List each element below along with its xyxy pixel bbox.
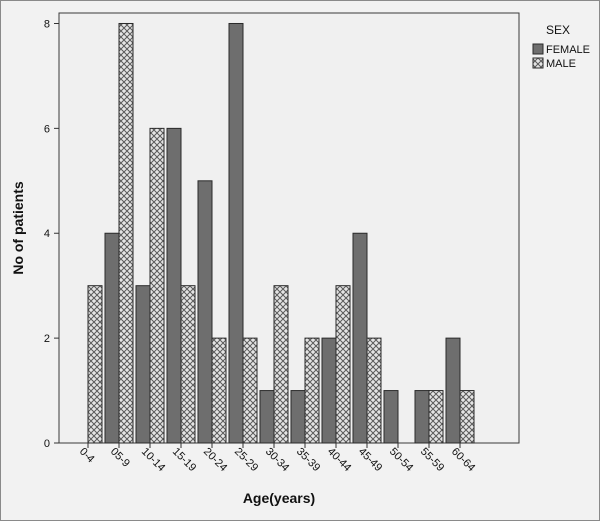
y-axis: 0 2 4 6 8 <box>44 18 59 450</box>
bar-female <box>383 390 399 444</box>
y-tick-label: 0 <box>44 438 50 450</box>
x-tick-label: 55-59 <box>418 446 446 474</box>
y-tick-label: 8 <box>44 18 50 30</box>
y-axis-title: No of patients <box>10 181 26 275</box>
bar-female <box>321 337 337 444</box>
x-tick-label: 20-24 <box>201 446 229 474</box>
bar-male <box>335 285 351 444</box>
bar-female <box>228 22 244 444</box>
x-tick-label: 40-44 <box>325 446 353 474</box>
x-tick-label: 0-4 <box>77 446 97 466</box>
x-tick-label: 15-19 <box>170 446 198 474</box>
bar-male <box>273 285 289 444</box>
bar-female <box>290 390 306 444</box>
legend-swatch-male <box>532 57 544 69</box>
bar-male <box>149 127 165 444</box>
x-tick-label: 30-34 <box>263 446 291 474</box>
x-axis-title: Age(years) <box>243 490 315 506</box>
bar-male <box>459 390 475 444</box>
x-axis: 0-4 05-9 10-14 15-19 20-24 25-29 30-34 35-39 40-… <box>77 443 477 474</box>
bar-male <box>211 337 227 444</box>
x-tick-label: 60-64 <box>449 446 477 474</box>
x-tick-label: 50-54 <box>387 446 415 474</box>
bar-female <box>166 127 182 444</box>
x-tick-label: 05-9 <box>108 446 132 470</box>
bar-female <box>414 390 430 444</box>
bar-female <box>352 232 368 444</box>
bar-male <box>242 337 258 444</box>
bars-group <box>87 22 475 444</box>
x-tick-label: 45-49 <box>356 446 384 474</box>
bar-male <box>304 337 320 444</box>
legend-label-female: FEMALE <box>546 44 590 56</box>
y-tick-label: 4 <box>44 228 50 240</box>
bar-male <box>118 22 134 444</box>
legend-swatch-female <box>532 43 544 55</box>
bar-female <box>104 232 120 444</box>
bar-female <box>445 337 461 444</box>
legend-title: SEX <box>546 23 570 37</box>
y-tick-label: 2 <box>44 333 50 345</box>
x-tick-label: 25-29 <box>232 446 260 474</box>
legend: SEX FEMALE MALE <box>532 23 590 70</box>
x-tick-label: 35-39 <box>294 446 322 474</box>
bar-male <box>180 285 196 444</box>
bar-male <box>366 337 382 444</box>
bar-female <box>135 285 151 444</box>
bar-male <box>428 390 444 444</box>
y-tick-label: 6 <box>44 123 50 135</box>
legend-label-male: MALE <box>546 58 576 70</box>
x-tick-label: 10-14 <box>139 446 167 474</box>
bar-female <box>197 180 213 444</box>
bar-male <box>87 285 103 444</box>
bar-female <box>259 390 275 444</box>
